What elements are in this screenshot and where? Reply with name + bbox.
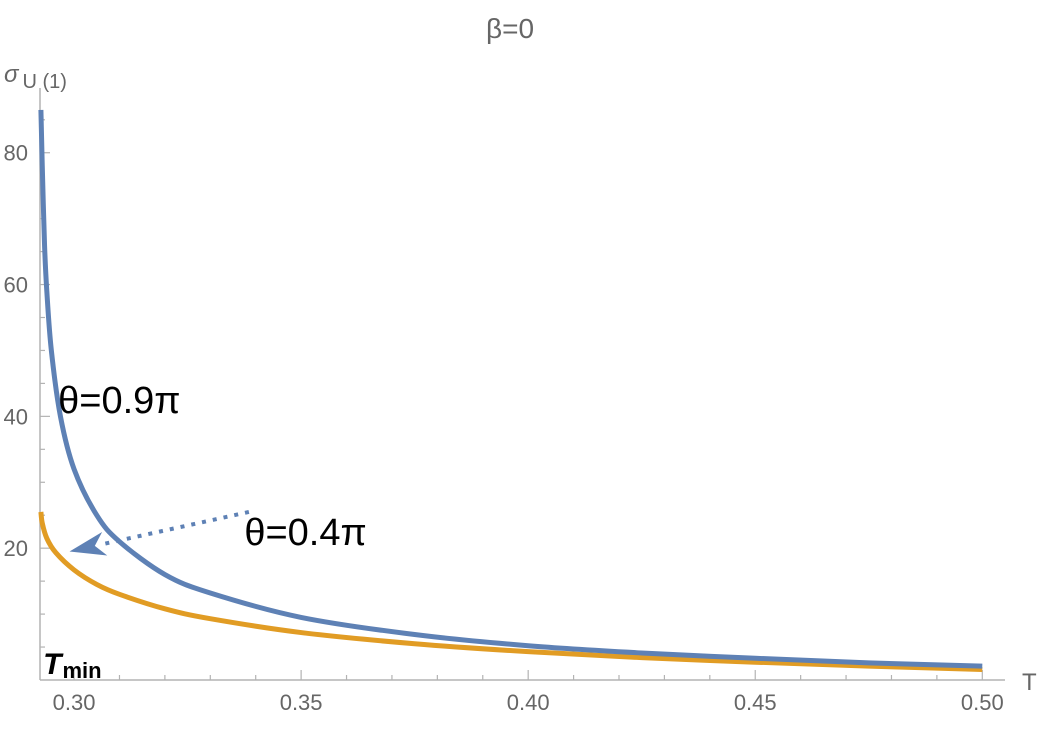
annotation-tmin-sub: min xyxy=(63,658,102,683)
y-tick-label: 60 xyxy=(4,273,28,298)
arrow-group xyxy=(69,509,250,556)
y-axis-label-sub: U (1) xyxy=(22,71,66,93)
y-tick-label: 80 xyxy=(4,141,28,166)
x-axis-label: T xyxy=(1022,669,1037,696)
annotation-theta-09: θ=0.9π xyxy=(58,380,180,422)
x-tick-label: 0.35 xyxy=(280,690,323,715)
x-tick-label: 0.30 xyxy=(53,690,96,715)
chart-title: β=0 xyxy=(486,13,534,44)
y-ticks: 20 40 60 80 xyxy=(4,119,50,648)
x-tick-label: 0.50 xyxy=(961,690,1004,715)
y-axis-label-main: σ xyxy=(4,61,20,88)
annotation-tmin-main: T xyxy=(43,648,64,681)
series-line-1 xyxy=(38,511,983,672)
annotation-tmin: Tmin xyxy=(43,648,101,683)
x-ticks: 0.30 0.35 0.40 0.45 0.50 xyxy=(53,670,1004,715)
annotation-theta-04: θ=0.4π xyxy=(244,512,366,554)
series-group xyxy=(38,109,983,672)
arrow-head xyxy=(69,532,108,556)
y-tick-label: 40 xyxy=(4,404,28,429)
series-line-0 xyxy=(38,109,983,669)
axes xyxy=(39,88,1005,681)
annotations-group: θ=0.9π θ=0.4π Tmin xyxy=(43,380,367,683)
x-tick-label: 0.45 xyxy=(734,690,777,715)
y-tick-label: 20 xyxy=(4,536,28,561)
arrow-shaft xyxy=(104,509,250,546)
x-tick-label: 0.40 xyxy=(507,690,550,715)
